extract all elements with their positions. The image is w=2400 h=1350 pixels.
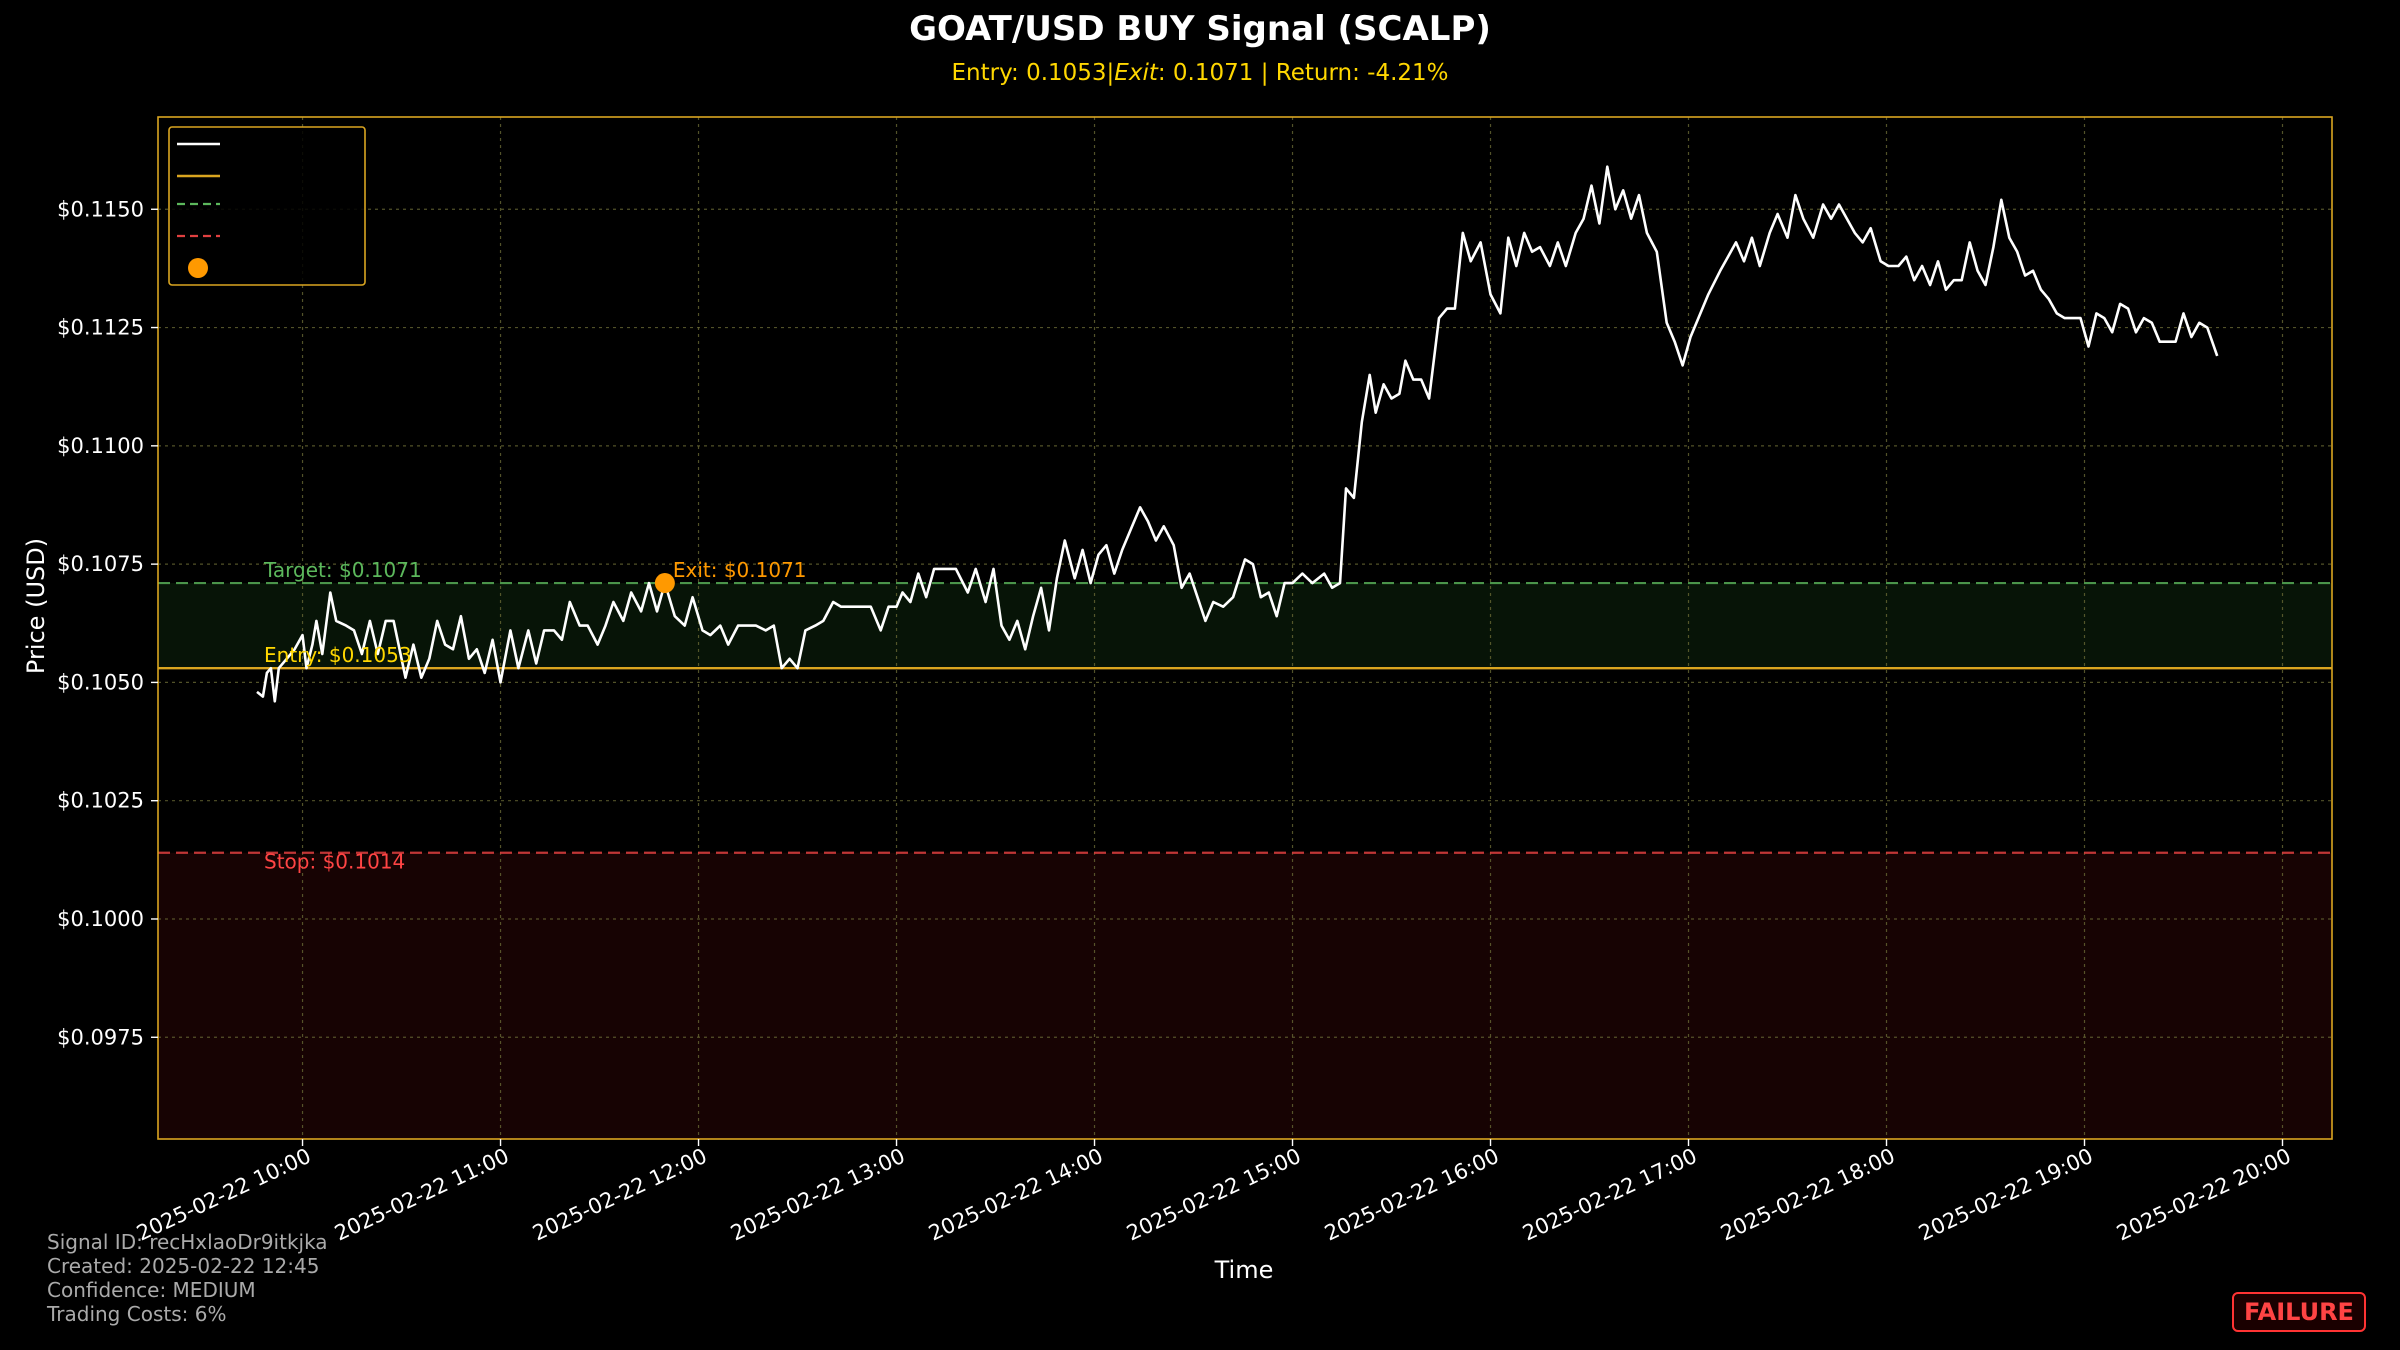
plot-area: Entry: $0.1053 Target: $0.1071 Stop: $0.10… [57, 116, 2333, 1246]
y-tick-label: $0.1125 [57, 316, 144, 340]
x-axis-label: Time [1214, 1256, 1274, 1284]
footer-confidence: Confidence: MEDIUM [47, 1278, 256, 1302]
stop-label: Stop: $0.1014 [264, 850, 405, 874]
y-tick-label: $0.1100 [57, 434, 144, 458]
profit-zone [158, 583, 2332, 669]
x-tick-label: 2025-02-22 13:00 [727, 1144, 909, 1246]
subtitle-part-a: Entry: 0.1053| [951, 60, 1114, 86]
entry-label: Entry: $0.1053 [264, 643, 412, 667]
exit-marker [654, 573, 675, 594]
x-tick-label: 2025-02-22 16:00 [1321, 1144, 1503, 1246]
x-tick-label: 2025-02-22 17:00 [1519, 1144, 1701, 1246]
x-tick-label: 2025-02-22 20:00 [2113, 1144, 2295, 1246]
x-tick-label: 2025-02-22 15:00 [1123, 1144, 1305, 1246]
chart-subtitle: Entry: 0.1053|Exit: 0.1071 | Return: -4.… [951, 60, 1448, 86]
target-label: Target: $0.1071 [263, 558, 422, 582]
y-tick-label: $0.0975 [57, 1025, 144, 1049]
chart-title: GOAT/USD BUY Signal (SCALP) [909, 9, 1491, 49]
y-tick-label: $0.1025 [57, 789, 144, 813]
footer-signal-id: Signal ID: recHxlaoDr9itkjka [47, 1230, 328, 1254]
exit-label: Exit: $0.1071 [673, 558, 807, 582]
legend-swatch-exit [188, 258, 208, 278]
price-series-line [256, 165, 2219, 703]
y-tick-label: $0.1150 [57, 197, 144, 221]
plot-frame [157, 116, 2333, 1140]
stop-loss-zone [158, 852, 2332, 1139]
x-tick-label: 2025-02-22 11:00 [331, 1144, 513, 1246]
status-badge: FAILURE [2232, 1292, 2366, 1332]
legend-box [168, 126, 366, 286]
x-tick-label: 2025-02-22 18:00 [1717, 1144, 1899, 1246]
y-tick-label: $0.1075 [57, 552, 144, 576]
y-tick-label: $0.1050 [57, 670, 144, 694]
y-tick-label: $0.1000 [57, 907, 144, 931]
subtitle-part-b: Exit [1114, 60, 1159, 86]
footer-trading-costs: Trading Costs: 6% [47, 1302, 227, 1326]
x-tick-label: 2025-02-22 12:00 [529, 1144, 711, 1246]
y-axis-label: Price (USD) [22, 538, 50, 674]
x-tick-label: 2025-02-22 14:00 [925, 1144, 1107, 1246]
x-tick-label: 2025-02-22 19:00 [1915, 1144, 2097, 1246]
footer-created: Created: 2025-02-22 12:45 [47, 1254, 320, 1278]
subtitle-part-c: : 0.1071 | Return: -4.21% [1158, 60, 1449, 86]
